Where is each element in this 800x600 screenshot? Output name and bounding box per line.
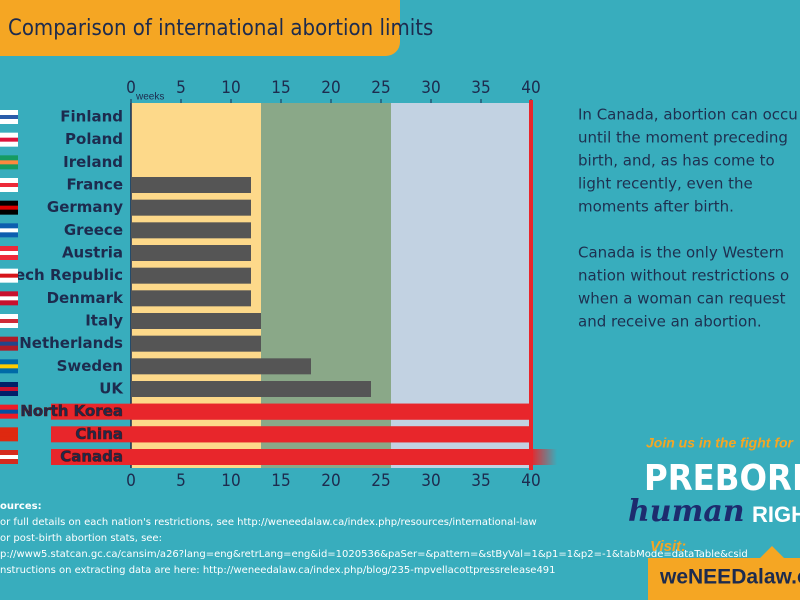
x-tick-label: 5 [176,471,186,491]
bar [131,199,251,216]
bar [131,222,251,239]
promo-visit: Visit: [650,538,686,555]
bar [131,335,261,352]
side-line: until the moment preceding [578,129,788,147]
bar [131,245,251,261]
x-tick-label: 20 [321,471,340,491]
side-line: and receive an abortion. [578,313,762,331]
flag-stripe [0,228,18,233]
x-tick-label-top: 10 [221,78,240,98]
flag-stripe [0,205,18,210]
x-tick-label-top: 5 [176,78,186,98]
promo-rights: RIGHTS [752,502,800,527]
category-label: Poland [65,130,123,148]
category-label: China [75,425,123,443]
x-tick-label: 10 [221,471,240,491]
sources-heading: ources: [0,501,42,512]
x-axis-label: weeks [135,92,164,103]
bar [131,358,311,375]
side-line: In Canada, abortion can occu [578,106,798,124]
x-tick-label-top: 40 [521,78,540,98]
x-tick-label-top: 25 [371,78,390,98]
side-line: light recently, even the [578,175,753,193]
bar-fade [531,449,557,465]
flag-stripe [0,251,18,255]
chart-title: Comparison of international abortion lim… [8,16,433,41]
category-label: North Korea [20,402,123,420]
bar [131,426,531,443]
flag-stripe [0,364,18,369]
category-label: Greece [64,221,123,239]
category-label: Czech Republic [0,266,123,284]
promo-url: weNEEDalaw.ca [659,566,800,589]
flag-stripe [0,137,18,142]
plot: 0 0 5 5 10 10 15 15 20 20 25 25 30 30 35 35 40 40 weeks Fin… [0,78,557,491]
side-line: birth, and, as has come to [578,152,775,170]
x-tick-label-top: 15 [271,78,290,98]
side-line: moments after birth. [578,198,734,216]
category-label: Netherlands [19,334,123,352]
url-box [648,546,800,600]
category-label: Denmark [47,289,124,307]
flag-stripe [0,409,18,414]
category-label: Canada [60,448,123,466]
x-tick-label: 25 [371,471,390,491]
x-tick-label-top: 30 [421,78,440,98]
promo-preborn: PREBORN [644,458,800,499]
x-tick-label: 15 [271,471,290,491]
flag-stripe [0,432,18,437]
flag-stripe [0,115,18,119]
bar [131,313,261,329]
flag-stripe [0,160,18,165]
source-line: or post-birth abortion stats, see: [0,533,162,544]
x-tick-label-top: 20 [321,78,340,98]
bar [131,381,371,397]
category-label: UK [99,380,124,398]
promo-human: human [628,494,745,529]
source-line: or full details on each nation's restric… [0,517,537,528]
title-box [0,0,400,56]
category-label: Italy [85,312,123,330]
side-line: when a woman can request [578,290,786,308]
x-tick-label: 35 [471,471,490,491]
category-label: Germany [47,198,123,216]
flag-stripe [0,319,18,323]
x-tick-label-top: 35 [471,78,490,98]
promo: Join us in the fight for PREBORN human R… [628,435,800,600]
bar [131,267,251,284]
side-text: In Canada, abortion can occu until the m… [578,106,798,331]
category-label: France [66,176,123,194]
bar [131,449,531,465]
category-label: Ireland [63,153,123,171]
flag-stripe [0,341,18,346]
side-line: Canada is the only Western [578,244,784,262]
bar [131,403,531,420]
side-line: nation without restrictions o [578,267,789,285]
bar [131,177,251,193]
sources: ources: or full details on each nation's… [0,501,748,576]
category-label: Austria [62,244,123,262]
flag-stripe [0,455,18,459]
flag-stripe [0,183,18,187]
flag-stripe [0,387,18,391]
x-tick-label: 0 [126,471,136,491]
category-label: Finland [60,108,123,126]
category-label: Sweden [57,357,123,375]
source-line: p://www5.statcan.gc.ca/cansim/a26?lang=e… [0,549,748,560]
bar [131,290,251,307]
source-line: nstructions on extracting data are here:… [0,565,556,576]
x-tick-label: 30 [421,471,440,491]
flag-stripe [0,273,18,278]
promo-tagline: Join us in the fight for [646,435,795,451]
x-tick-label-top: 0 [126,78,136,98]
x-tick-label: 40 [521,471,540,491]
flag-stripe [0,296,18,301]
